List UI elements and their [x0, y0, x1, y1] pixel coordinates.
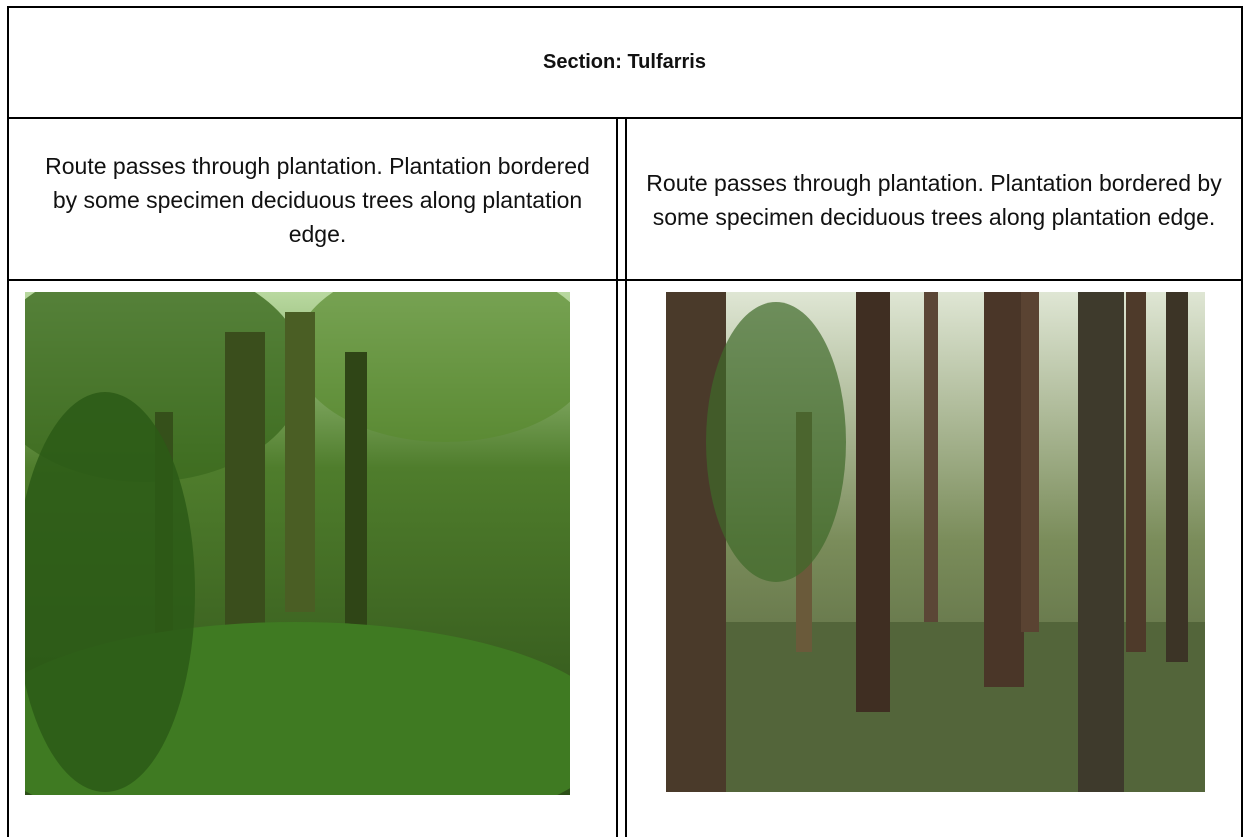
border: [616, 117, 618, 837]
border: [625, 117, 627, 837]
photo: [666, 292, 1205, 792]
section-title: Section: Tulfarris: [7, 7, 1242, 118]
border: [7, 6, 9, 837]
page: Section: Tulfarris Route passes through …: [0, 0, 1245, 837]
description: Route passes through plantation. Plantat…: [30, 120, 605, 280]
border: [1241, 6, 1243, 837]
photo: [25, 292, 570, 795]
description: Route passes through plantation. Plantat…: [628, 120, 1240, 280]
